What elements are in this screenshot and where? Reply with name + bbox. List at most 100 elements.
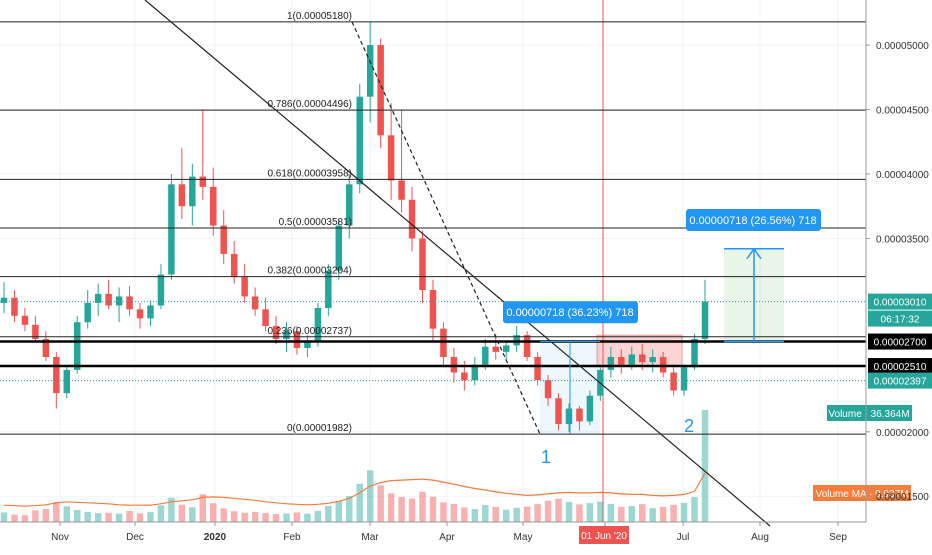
volume-bar xyxy=(377,485,384,522)
volume-bar xyxy=(251,511,259,522)
volume-bar xyxy=(502,509,510,522)
volume-bar xyxy=(73,509,81,522)
wave-label-2: 2 xyxy=(684,416,694,436)
y-tick-label: 0.00004000 xyxy=(876,170,929,181)
candle-body xyxy=(189,176,196,207)
candle-body xyxy=(147,305,154,319)
volume-bar xyxy=(366,470,374,522)
candle-body xyxy=(73,322,81,370)
y-tick-label: 0.00005000 xyxy=(876,41,929,52)
fib-level-label: 0.382(0.00003204) xyxy=(267,266,352,277)
current-date-box xyxy=(579,526,629,544)
candle-body xyxy=(387,135,395,181)
volume-bar xyxy=(304,513,311,522)
candle-body xyxy=(670,372,677,391)
measure2-callout: 0.00000718 (26.56%) 718 xyxy=(686,208,821,231)
candle-body xyxy=(32,324,39,339)
candle-body xyxy=(555,398,562,425)
y-tick-label: 0.00001500 xyxy=(876,492,929,503)
volume-bar xyxy=(210,503,217,522)
volume-bar xyxy=(147,512,154,522)
y-tick-label: 0.00003500 xyxy=(876,234,929,245)
price-label-box xyxy=(868,293,932,310)
price-label-text: 06:17:32 xyxy=(881,315,920,326)
price-label-box xyxy=(868,333,932,350)
volume-bar xyxy=(513,507,520,522)
volume-bar xyxy=(63,506,71,522)
volume-bar xyxy=(136,513,144,522)
candle-body xyxy=(53,357,60,394)
current-date-badge: 01 Jun '20 xyxy=(579,526,629,544)
candle-body xyxy=(461,372,468,381)
volume-bar xyxy=(638,504,646,522)
current-date-text: 01 Jun '20 xyxy=(581,531,627,542)
candle-body xyxy=(11,297,18,316)
volume-bar xyxy=(0,512,8,522)
volume-bar xyxy=(94,513,102,522)
volume-bar xyxy=(670,504,677,522)
price-label-badge: 0.00003010 xyxy=(868,293,932,310)
volume-bar xyxy=(356,483,363,522)
candle-body xyxy=(576,408,583,422)
x-tick-label: 2020 xyxy=(204,532,227,543)
fib-level-label: 1(0.00005180) xyxy=(287,11,352,22)
volume-bar xyxy=(283,513,290,522)
volume-bar xyxy=(11,514,18,522)
candle-body xyxy=(335,225,343,271)
price-label-box xyxy=(868,310,932,327)
candle-body xyxy=(210,186,217,226)
price-label-badge: 0.00002700 xyxy=(868,333,932,350)
volume-bar xyxy=(178,504,186,522)
volume-bar xyxy=(628,505,636,522)
volume-bar xyxy=(199,494,207,522)
candle-body xyxy=(618,357,625,365)
volume-bar xyxy=(618,506,625,522)
candle-body xyxy=(565,408,573,425)
candle-body xyxy=(346,184,353,226)
x-tick-label: Nov xyxy=(51,532,69,543)
volume-bar xyxy=(576,504,583,522)
volume-ma-line xyxy=(3,472,706,507)
candle-body xyxy=(94,293,102,303)
candle-body xyxy=(638,354,646,363)
measure2-text: 0.00000718 (26.56%) 718 xyxy=(689,215,816,227)
volume-bar xyxy=(230,511,238,522)
volume-bar xyxy=(398,497,405,522)
x-tick-label: Feb xyxy=(283,532,301,543)
fib-anchor-line xyxy=(351,21,541,435)
candle-body xyxy=(241,277,248,297)
measure1-box xyxy=(503,301,638,324)
volume-bar xyxy=(84,511,91,522)
volume-indicator-text: Volume · 36.364M xyxy=(828,409,909,420)
candle-body xyxy=(178,184,186,207)
volume-bar xyxy=(346,496,353,522)
candle-body xyxy=(262,309,269,327)
candle-body xyxy=(471,364,479,381)
fib-level-label: 0.786(0.00004496) xyxy=(267,99,352,110)
drawing-layer: 0.00000718 (36.23%) 718 0.00000718 (26.56… xyxy=(0,0,912,527)
volume-bar xyxy=(262,513,269,522)
measure1-callout: 0.00000718 (36.23%) 718 xyxy=(503,301,638,324)
candle-body xyxy=(199,176,207,187)
volume-bar xyxy=(607,503,615,522)
volume-bar xyxy=(115,513,123,522)
candle-body xyxy=(63,369,71,394)
measure2-box xyxy=(686,208,821,231)
volume-ma-indicator-box xyxy=(813,485,911,501)
volume-ma-indicator-badge: Volume MA · 9.937M xyxy=(813,485,911,501)
candle-body xyxy=(126,296,133,310)
volume-bar xyxy=(157,505,165,522)
volume-bar xyxy=(680,502,688,522)
volume-bar xyxy=(429,496,437,522)
candle-body xyxy=(314,308,322,342)
x-tick-label: May xyxy=(514,532,533,543)
grid-layer xyxy=(0,0,866,522)
candle-body xyxy=(220,225,227,254)
price-label-text: 0.00003010 xyxy=(874,298,927,309)
volume-bar xyxy=(42,509,50,522)
volume-bar xyxy=(544,500,552,522)
volume-indicator-badge: Volume · 36.364M xyxy=(827,405,912,421)
